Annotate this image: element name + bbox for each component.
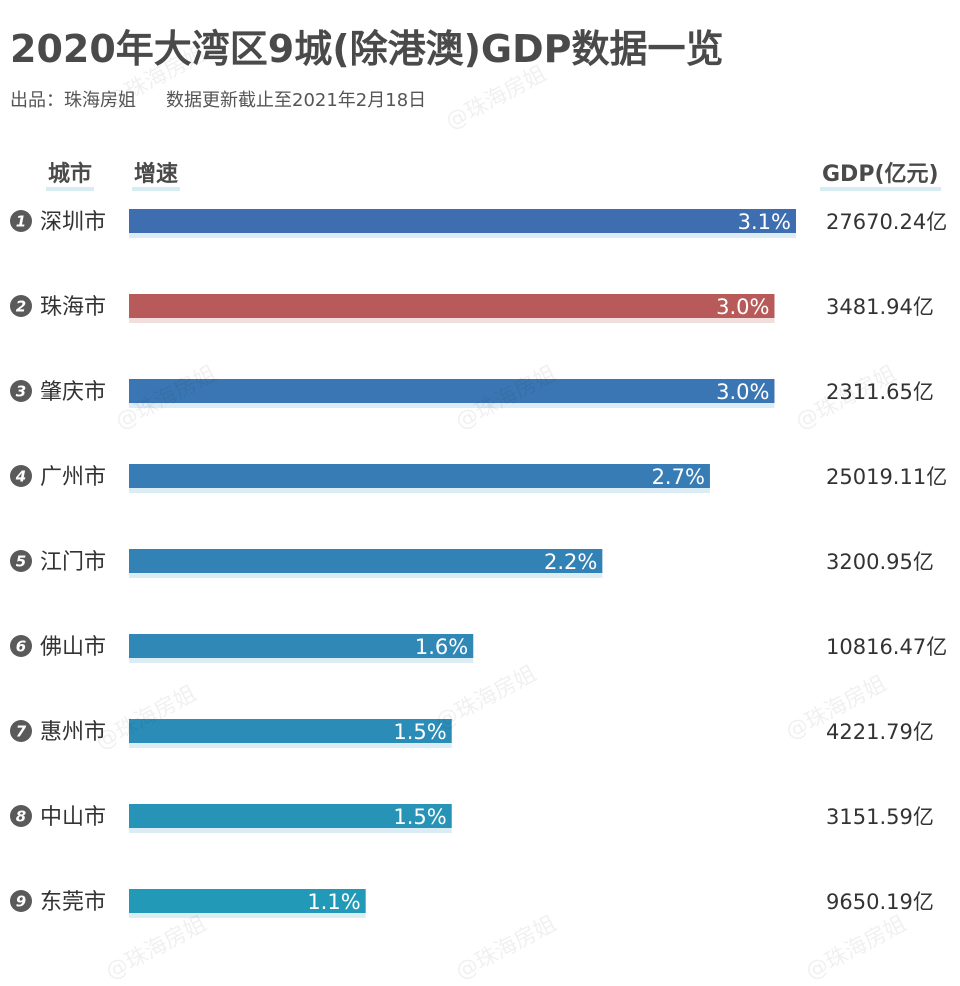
bar-value-label: 1.1% — [307, 890, 360, 914]
rank-number: 2 — [16, 298, 26, 316]
bar-underline — [129, 403, 775, 408]
bar-value-label: 1.6% — [415, 635, 468, 659]
rank-badge — [10, 635, 32, 657]
bar-3 — [129, 379, 775, 403]
bar-2 — [129, 294, 775, 318]
bar-underline — [129, 488, 710, 493]
rank-badge — [10, 805, 32, 827]
growth-bar-chart: 3.1% 1 深圳市 27670.24亿 3.0% 2 珠海市 3481.94亿 3.0% 3 肇庆… — [10, 209, 947, 918]
rank-badge — [10, 465, 32, 487]
city-label: 肇庆市 — [40, 380, 106, 405]
city-label: 中山市 — [40, 805, 106, 830]
gdp-value-label: 27670.24亿 — [826, 210, 947, 234]
rank-badge — [10, 550, 32, 572]
rank-number: 5 — [16, 553, 26, 571]
rank-number: 1 — [16, 213, 26, 231]
bar-value-label: 2.2% — [544, 550, 597, 574]
bar-value-label: 3.0% — [716, 380, 769, 404]
bar-6 — [129, 634, 474, 658]
gdp-value-label: 25019.11亿 — [826, 465, 947, 489]
gdp-value-label: 10816.47亿 — [826, 635, 947, 659]
rank-number: 9 — [16, 893, 26, 911]
gdp-value-label: 3200.95亿 — [826, 550, 934, 574]
bar-underline — [129, 318, 775, 323]
rank-number: 6 — [16, 638, 26, 656]
rank-number: 3 — [16, 383, 26, 401]
rank-badge — [10, 720, 32, 742]
update-note: 数据更新截止至2021年2月18日 — [166, 90, 427, 111]
bar-9 — [129, 889, 366, 913]
bar-underline — [129, 828, 452, 833]
bar-underline — [129, 743, 452, 748]
bar-7 — [129, 719, 452, 743]
bar-underline — [129, 233, 796, 238]
city-label: 江门市 — [40, 550, 106, 575]
rank-badge — [10, 295, 32, 317]
gdp-value-label: 9650.19亿 — [826, 890, 934, 914]
bar-value-label: 3.0% — [716, 295, 769, 319]
city-label: 东莞市 — [40, 890, 106, 915]
city-label: 广州市 — [40, 465, 106, 490]
rank-number: 7 — [16, 723, 27, 741]
bar-value-label: 2.7% — [652, 465, 705, 489]
gdp-value-label: 3481.94亿 — [826, 295, 934, 319]
city-label: 佛山市 — [40, 635, 106, 660]
city-label: 惠州市 — [40, 720, 106, 745]
source-text: 出品：珠海房姐 — [10, 90, 136, 111]
chart-subtitle: 出品：珠海房姐 数据更新截止至2021年2月18日 — [10, 86, 426, 112]
bar-8 — [129, 804, 452, 828]
bar-1 — [129, 209, 796, 233]
chart-title: 2020年大湾区9城(除港澳)GDP数据一览 — [10, 27, 724, 71]
bar-5 — [129, 549, 603, 573]
gdp-value-label: 3151.59亿 — [826, 805, 934, 829]
bar-value-label: 3.1% — [738, 210, 791, 234]
gdp-value-label: 2311.65亿 — [826, 380, 934, 404]
city-label: 深圳市 — [40, 210, 106, 235]
gdp-value-label: 4221.79亿 — [826, 720, 934, 744]
bar-value-label: 1.5% — [393, 720, 446, 744]
city-column-header: 城市 — [46, 156, 95, 191]
bar-4 — [129, 464, 710, 488]
city-label: 珠海市 — [40, 295, 106, 320]
bar-underline — [129, 573, 603, 578]
rank-badge — [10, 210, 32, 232]
bar-underline — [129, 658, 474, 663]
rank-badge — [10, 890, 32, 912]
rank-number: 8 — [16, 808, 26, 826]
rank-badge — [10, 380, 32, 402]
growth-column-header: 增速 — [132, 156, 181, 191]
rank-number: 4 — [15, 468, 26, 486]
bar-underline — [129, 913, 366, 918]
bar-value-label: 1.5% — [393, 805, 446, 829]
gdp-column-header: GDP(亿元) — [820, 156, 941, 191]
